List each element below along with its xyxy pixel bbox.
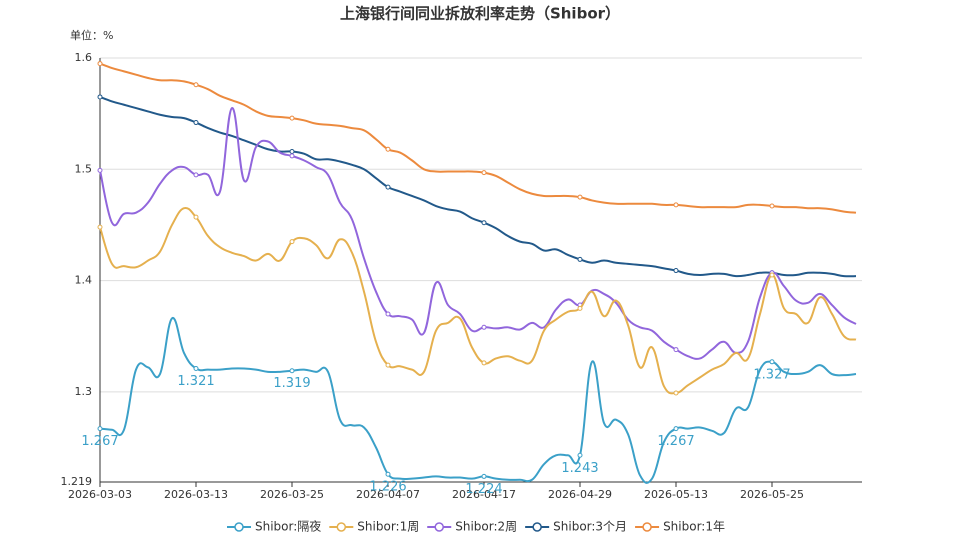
- y-unit-label: 单位：%: [70, 28, 113, 42]
- legend-swatch-dot: [336, 522, 347, 532]
- point-marker: [481, 170, 487, 176]
- y-tick-label: 1.4: [75, 274, 93, 287]
- point-marker: [289, 368, 295, 374]
- legend-swatch-dot: [532, 522, 542, 532]
- point-marker: [385, 362, 391, 368]
- x-tick-label: 2026-04-17: [452, 488, 516, 501]
- data-label: 1.224: [465, 482, 502, 497]
- y-tick-label: 1.5: [75, 162, 93, 175]
- point-marker: [193, 120, 199, 126]
- y-tick-label: 1.219: [61, 475, 93, 488]
- legend-swatch-dot: [434, 522, 444, 532]
- data-label: 1.226: [369, 480, 406, 495]
- point-marker: [673, 347, 679, 353]
- point-marker: [97, 224, 103, 230]
- point-marker: [769, 359, 775, 365]
- point-marker: [97, 167, 103, 173]
- series-line: [99, 62, 857, 214]
- series-line: [99, 317, 857, 484]
- chart-title: 上海银行间同业拆放利率走势（Shibor）: [340, 5, 620, 23]
- x-tick-label: 2026-05-13: [644, 488, 708, 501]
- point-marker: [385, 146, 391, 152]
- point-marker: [673, 426, 679, 432]
- x-tick-label: 2026-04-07: [356, 488, 420, 501]
- point-marker: [577, 194, 583, 200]
- point-marker: [385, 184, 391, 190]
- data-label: 1.319: [273, 376, 310, 391]
- legend-label: Shibor:1年: [663, 520, 725, 534]
- point-marker: [97, 61, 103, 67]
- point-marker: [577, 256, 583, 262]
- data-label: 1.267: [81, 434, 118, 449]
- data-label: 1.327: [753, 367, 790, 382]
- y-tick-label: 1.6: [75, 51, 93, 64]
- point-marker: [673, 390, 679, 396]
- point-marker: [193, 214, 199, 220]
- point-marker: [97, 94, 103, 100]
- point-marker: [289, 115, 295, 121]
- point-marker: [193, 365, 199, 371]
- point-marker: [673, 268, 679, 274]
- point-marker: [289, 239, 295, 245]
- point-marker: [481, 220, 487, 226]
- point-marker: [481, 473, 487, 479]
- legend: Shibor:隔夜 Shibor:1周 Shibor:2周 Shibor:3个月 Shi…: [227, 519, 725, 534]
- series-line: [99, 107, 857, 360]
- x-tick-label: 2026-03-25: [260, 488, 324, 501]
- point-marker: [193, 82, 199, 88]
- y-tick-label: 1.3: [75, 385, 93, 398]
- point-marker: [769, 203, 775, 209]
- legend-swatch-dot: [234, 522, 244, 532]
- point-marker: [577, 305, 583, 311]
- series-line: [99, 96, 857, 278]
- point-marker: [385, 471, 391, 477]
- legend-label: Shibor:隔夜: [255, 519, 321, 534]
- x-tick-label: 2026-04-29: [548, 488, 612, 501]
- legend-label: Shibor:2周: [455, 520, 517, 534]
- point-marker: [97, 426, 103, 432]
- legend-swatch-dot: [642, 522, 652, 532]
- point-marker: [577, 452, 583, 458]
- data-label: 1.267: [657, 434, 694, 449]
- point-marker: [673, 202, 679, 208]
- data-label: 1.243: [561, 461, 598, 476]
- point-marker: [481, 324, 487, 330]
- point-marker: [289, 153, 295, 159]
- x-tick-label: 2026-03-03: [68, 488, 132, 501]
- data-label: 1.321: [177, 374, 214, 389]
- point-marker: [289, 148, 295, 154]
- point-marker: [481, 360, 487, 366]
- legend-label: Shibor:1周: [357, 520, 419, 534]
- point-marker: [193, 172, 199, 178]
- x-tick-label: 2026-03-13: [164, 488, 228, 501]
- x-tick-label: 2026-05-25: [740, 488, 804, 501]
- legend-label: Shibor:3个月: [553, 520, 627, 534]
- point-marker: [769, 272, 775, 278]
- point-marker: [385, 311, 391, 317]
- series-line: [99, 206, 857, 395]
